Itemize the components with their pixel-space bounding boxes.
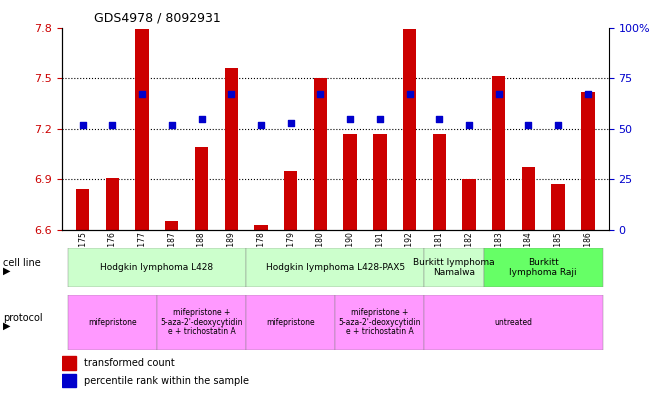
Text: transformed count: transformed count — [84, 358, 174, 368]
Bar — [484, 248, 603, 287]
Bar — [135, 29, 149, 230]
Text: untreated: untreated — [495, 318, 533, 327]
Bar — [62, 374, 76, 387]
Bar — [195, 147, 208, 230]
Point — [404, 91, 415, 97]
Point — [286, 119, 296, 126]
Bar — [157, 295, 246, 350]
Bar — [424, 248, 484, 287]
Point — [345, 116, 355, 122]
Text: Hodgkin lymphoma L428-PAX5: Hodgkin lymphoma L428-PAX5 — [266, 263, 405, 272]
Point — [197, 116, 207, 122]
Bar — [105, 178, 119, 230]
Bar — [255, 225, 268, 230]
Bar — [521, 167, 535, 230]
Point — [315, 91, 326, 97]
Point — [226, 91, 236, 97]
Text: mifepristone +
5-aza-2'-deoxycytidin
e + trichostatin A: mifepristone + 5-aza-2'-deoxycytidin e +… — [339, 308, 421, 336]
Point — [553, 121, 563, 128]
Text: cell line: cell line — [3, 258, 41, 268]
Point — [523, 121, 534, 128]
Bar — [68, 248, 246, 287]
Point — [167, 121, 177, 128]
Point — [493, 91, 504, 97]
Text: Burkitt
lymphoma Raji: Burkitt lymphoma Raji — [510, 257, 577, 277]
Bar — [284, 171, 298, 230]
Bar — [373, 134, 387, 230]
Text: mifepristone: mifepristone — [266, 318, 315, 327]
Bar — [165, 222, 178, 230]
Text: ▶: ▶ — [3, 266, 11, 276]
Text: protocol: protocol — [3, 313, 43, 323]
Bar — [335, 295, 424, 350]
Bar — [62, 356, 76, 369]
Bar — [246, 248, 424, 287]
Bar — [581, 92, 594, 230]
Point — [374, 116, 385, 122]
Text: Hodgkin lymphoma L428: Hodgkin lymphoma L428 — [100, 263, 214, 272]
Bar — [424, 295, 603, 350]
Bar — [403, 29, 416, 230]
Bar — [492, 76, 505, 230]
Text: percentile rank within the sample: percentile rank within the sample — [84, 376, 249, 386]
Text: mifepristone: mifepristone — [88, 318, 137, 327]
Bar — [68, 295, 157, 350]
Point — [434, 116, 445, 122]
Bar — [225, 68, 238, 230]
Point — [583, 91, 593, 97]
Text: Burkitt lymphoma
Namalwa: Burkitt lymphoma Namalwa — [413, 257, 495, 277]
Bar — [246, 295, 335, 350]
Bar — [344, 134, 357, 230]
Point — [77, 121, 88, 128]
Point — [137, 91, 147, 97]
Bar — [433, 134, 446, 230]
Bar — [462, 179, 476, 230]
Point — [107, 121, 118, 128]
Bar — [551, 184, 565, 230]
Bar — [314, 78, 327, 230]
Point — [256, 121, 266, 128]
Point — [464, 121, 474, 128]
Bar — [76, 189, 89, 230]
Text: GDS4978 / 8092931: GDS4978 / 8092931 — [94, 12, 221, 25]
Text: ▶: ▶ — [3, 321, 11, 331]
Text: mifepristone +
5-aza-2'-deoxycytidin
e + trichostatin A: mifepristone + 5-aza-2'-deoxycytidin e +… — [160, 308, 243, 336]
